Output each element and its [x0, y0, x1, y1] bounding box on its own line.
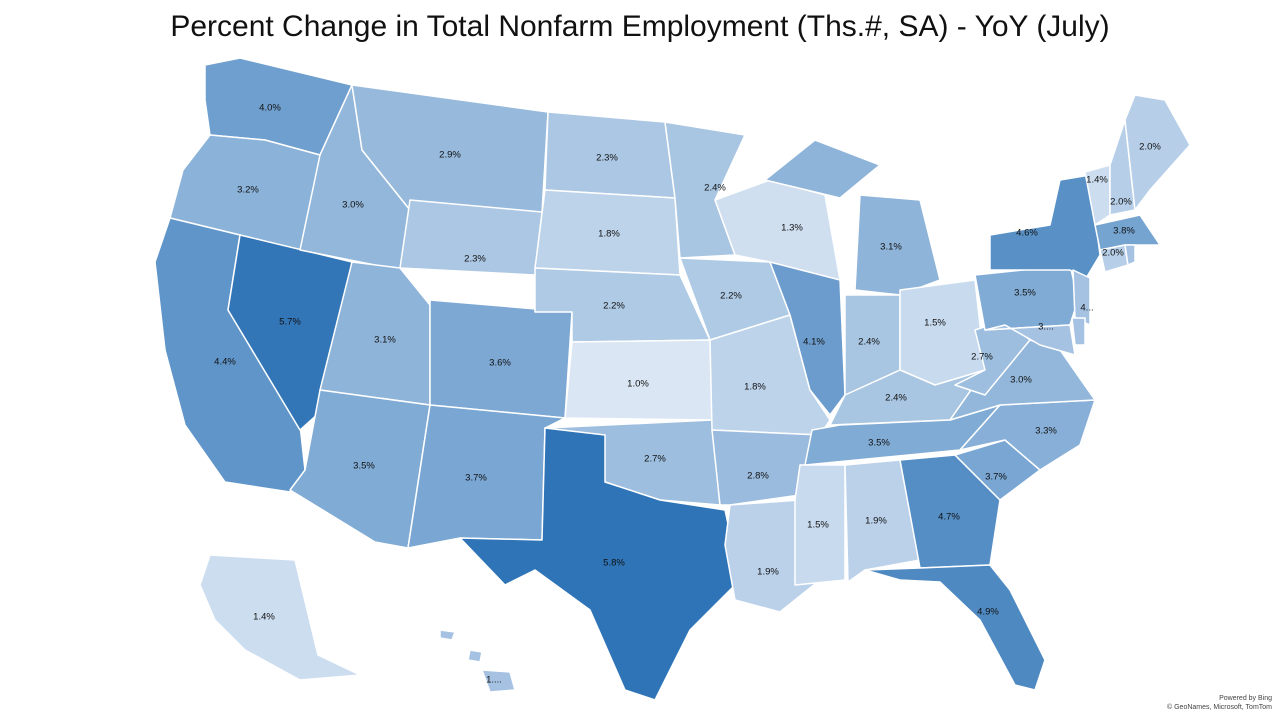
- state-label-nd: 2.3%: [596, 153, 618, 164]
- state-label-mo: 1.8%: [744, 382, 766, 393]
- state-ms: [794, 464, 846, 586]
- state-label-id: 3.0%: [342, 200, 364, 211]
- state-ar: [711, 429, 821, 506]
- state-label-wa: 4.0%: [259, 103, 281, 114]
- state-nv: [227, 234, 353, 431]
- state-label-mt: 2.9%: [439, 150, 461, 161]
- state-label-ms: 1.5%: [807, 520, 829, 531]
- state-ga: [899, 454, 1001, 569]
- state-label-ok: 2.7%: [644, 454, 666, 465]
- state-label-wv: 2.7%: [971, 352, 993, 363]
- state-label-ar: 2.8%: [747, 471, 769, 482]
- credit-powered-by: Powered by Bing: [1219, 695, 1272, 702]
- state-hi: [439, 629, 516, 693]
- state-de: [1071, 317, 1086, 346]
- state-label-il: 4.1%: [803, 337, 825, 348]
- state-label-fl: 4.9%: [977, 607, 999, 618]
- state-label-va: 3.0%: [1010, 375, 1032, 386]
- state-label-ks: 1.0%: [627, 379, 649, 390]
- map-credit: Powered by Bing © GeoNames, Microsoft, T…: [1167, 694, 1272, 712]
- state-label-ct: 2.0%: [1102, 248, 1124, 259]
- state-label-ca: 4.4%: [214, 357, 236, 368]
- state-il: [769, 261, 846, 416]
- credit-attribution: © GeoNames, Microsoft, TomTom: [1167, 704, 1272, 711]
- state-label-tx: 5.8%: [603, 558, 625, 569]
- state-label-ma: 3.8%: [1113, 226, 1135, 237]
- state-label-ga: 4.7%: [938, 512, 960, 523]
- state-label-co: 3.6%: [489, 358, 511, 369]
- state-md: [984, 324, 1076, 356]
- map-title: Percent Change in Total Nonfarm Employme…: [170, 10, 1110, 43]
- labels-layer: 4.0% 3.2% 4.4% 5.7% 3.0% 2.9% 2.3% 3.1% 3.6% 3.5%…: [214, 103, 1161, 686]
- state-oh: [899, 279, 986, 386]
- state-ny: [989, 174, 1101, 281]
- state-label-md: 3....: [1038, 322, 1054, 333]
- state-tx: [459, 427, 741, 701]
- state-label-sc: 3.7%: [985, 472, 1007, 483]
- state-label-ne: 2.2%: [603, 301, 625, 312]
- state-label-al: 1.9%: [865, 516, 887, 527]
- state-label-in: 2.4%: [858, 337, 880, 348]
- state-label-oh: 1.5%: [924, 318, 946, 329]
- state-label-nv: 5.7%: [279, 317, 301, 328]
- state-ma: [1094, 214, 1161, 251]
- state-label-la: 1.9%: [757, 567, 779, 578]
- state-ri: [1124, 244, 1136, 266]
- state-label-nj: 4...: [1080, 303, 1093, 314]
- state-label-mn: 2.4%: [704, 183, 726, 194]
- state-label-hi: 1....: [486, 675, 502, 686]
- state-label-or: 3.2%: [237, 185, 259, 196]
- state-label-tn: 3.5%: [868, 438, 890, 449]
- state-label-nm: 3.7%: [465, 473, 487, 484]
- state-label-vt: 1.4%: [1086, 175, 1108, 186]
- state-label-ut: 3.1%: [374, 335, 396, 346]
- state-label-pa: 3.5%: [1014, 288, 1036, 299]
- state-label-wi: 1.3%: [781, 223, 803, 234]
- state-label-nc: 3.3%: [1035, 426, 1057, 437]
- state-label-az: 3.5%: [353, 461, 375, 472]
- state-label-me: 2.0%: [1139, 142, 1161, 153]
- state-al: [844, 459, 921, 583]
- state-label-ky: 2.4%: [885, 393, 907, 404]
- state-label-mi: 3.1%: [880, 242, 902, 253]
- state-label-nh: 2.0%: [1110, 197, 1132, 208]
- state-fl: [864, 564, 1046, 691]
- state-label-ia: 2.2%: [720, 291, 742, 302]
- state-label-ny: 4.6%: [1016, 228, 1038, 239]
- state-nj: [1072, 269, 1091, 326]
- state-me: [1124, 94, 1191, 211]
- state-label-sd: 1.8%: [598, 229, 620, 240]
- state-label-ak: 1.4%: [253, 612, 275, 623]
- states-layer: [154, 57, 1191, 701]
- state-label-wy: 2.3%: [464, 254, 486, 265]
- state-ak: [199, 554, 361, 681]
